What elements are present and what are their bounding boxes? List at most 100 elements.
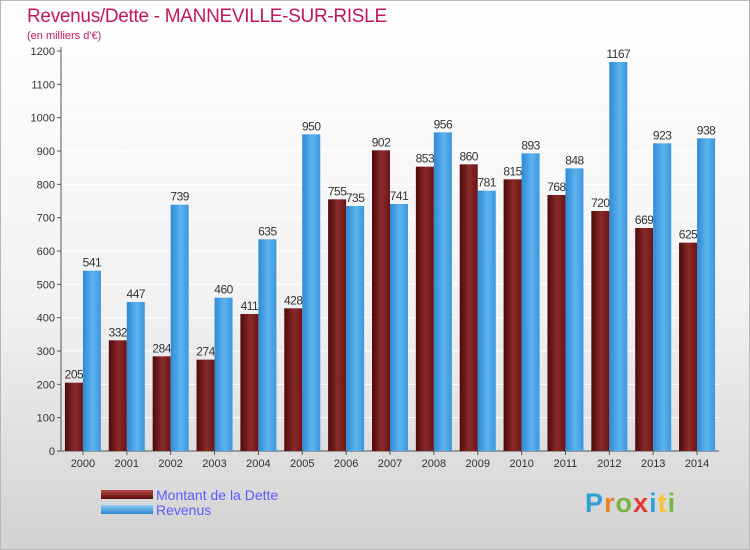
value-label-revenus: 938 (697, 123, 716, 137)
logo-letter: i (649, 488, 658, 518)
value-label-dette: 274 (196, 345, 215, 359)
value-label-dette: 768 (547, 180, 566, 194)
bar-dette (679, 242, 698, 451)
y-tick-label: 0 (49, 446, 55, 458)
bar-revenus (170, 204, 189, 451)
y-tick-label: 1000 (31, 113, 55, 125)
bar-dette (415, 166, 434, 451)
legend-item-revenus: Revenus (101, 501, 278, 518)
bar-dette (503, 179, 522, 452)
bar-dette (108, 340, 127, 451)
value-label-dette: 284 (152, 341, 171, 355)
bar-dette (328, 199, 347, 451)
bar-dette (64, 382, 83, 451)
value-label-dette: 669 (635, 213, 654, 227)
value-label-dette: 411 (241, 299, 259, 313)
bar-dette (635, 228, 654, 451)
x-tick-label: 2006 (334, 458, 358, 470)
value-label-dette: 853 (416, 152, 435, 166)
value-label-revenus: 739 (170, 190, 189, 204)
y-tick-label: 800 (37, 179, 55, 191)
value-label-dette: 755 (328, 184, 347, 198)
bar-dette (284, 308, 303, 451)
logo-letter: P (585, 488, 605, 518)
bar-dette (240, 314, 259, 451)
y-tick-label: 700 (37, 213, 55, 225)
legend-label-revenus: Revenus (156, 501, 212, 518)
x-tick-label: 2014 (685, 458, 709, 470)
bar-revenus (433, 132, 452, 452)
bar-revenus (653, 143, 672, 452)
value-label-dette: 428 (284, 293, 303, 307)
y-tick-label: 900 (37, 146, 55, 158)
value-label-revenus: 741 (390, 189, 409, 203)
bar-revenus (609, 62, 628, 451)
y-tick-label: 400 (37, 313, 55, 325)
legend-label-dette: Montant de la Dette (156, 486, 279, 503)
y-tick-label: 200 (37, 379, 55, 391)
proxiti-logo: Proxiti (585, 488, 676, 519)
x-tick-label: 2013 (641, 458, 665, 470)
bar-revenus (214, 297, 233, 451)
x-tick-label: 2011 (554, 458, 578, 470)
bar-dette (591, 211, 610, 451)
logo-letter: t (657, 488, 668, 518)
value-label-revenus: 956 (434, 117, 453, 131)
value-label-revenus: 447 (127, 287, 146, 301)
value-label-revenus: 950 (302, 119, 321, 133)
x-tick-label: 2010 (509, 458, 533, 470)
bar-dette (152, 356, 171, 451)
x-tick-label: 2002 (158, 458, 182, 470)
bar-revenus (346, 206, 365, 451)
bar-revenus (697, 138, 716, 452)
x-tick-label: 2008 (422, 458, 446, 470)
value-label-revenus: 781 (477, 176, 496, 190)
bar-dette (547, 195, 566, 451)
value-label-revenus: 1167 (606, 47, 631, 61)
value-label-revenus: 460 (214, 283, 233, 297)
legend-item-dette: Montant de la Dette (101, 486, 279, 503)
value-label-dette: 205 (65, 368, 84, 382)
value-label-revenus: 923 (653, 128, 672, 142)
x-tick-label: 2009 (465, 458, 489, 470)
bar-revenus (521, 153, 540, 452)
bar-revenus (477, 190, 496, 451)
y-tick-label: 1200 (31, 46, 55, 58)
x-tick-label: 2000 (71, 458, 95, 470)
bar-dette (459, 164, 478, 452)
x-tick-label: 2005 (290, 458, 314, 470)
chart-subtitle: (en milliers d'€) (27, 30, 102, 42)
value-label-dette: 625 (679, 228, 698, 242)
bar-dette (372, 150, 390, 452)
value-label-revenus: 541 (83, 256, 102, 270)
legend: Montant de la Dette Revenus (101, 486, 279, 518)
bar-revenus (82, 270, 101, 451)
y-tick-label: 300 (37, 346, 55, 358)
value-label-dette: 860 (459, 149, 478, 163)
bar-dette (196, 359, 215, 451)
bar-revenus (126, 302, 145, 451)
value-label-dette: 720 (591, 196, 610, 210)
value-label-dette: 815 (503, 164, 522, 178)
y-tick-label: 600 (37, 246, 55, 258)
logo-letter: o (615, 488, 634, 518)
bar-revenus (565, 168, 584, 452)
bar-revenus (302, 134, 321, 452)
bar-revenus (258, 239, 277, 451)
logo-letter: x (633, 488, 650, 518)
logo-letter: r (604, 488, 616, 518)
legend-swatch-revenus (101, 505, 153, 514)
value-label-dette: 902 (372, 135, 391, 149)
x-tick-label: 2001 (115, 458, 139, 470)
legend-swatch-dette (101, 490, 153, 499)
value-label-revenus: 735 (346, 191, 365, 205)
x-tick-label: 2012 (597, 458, 621, 470)
logo-letter: i (667, 488, 677, 518)
value-label-revenus: 893 (521, 138, 540, 152)
y-tick-label: 1100 (31, 79, 55, 91)
x-tick-label: 2007 (378, 458, 402, 470)
bar-revenus (390, 204, 408, 451)
y-tick-label: 100 (37, 413, 55, 425)
